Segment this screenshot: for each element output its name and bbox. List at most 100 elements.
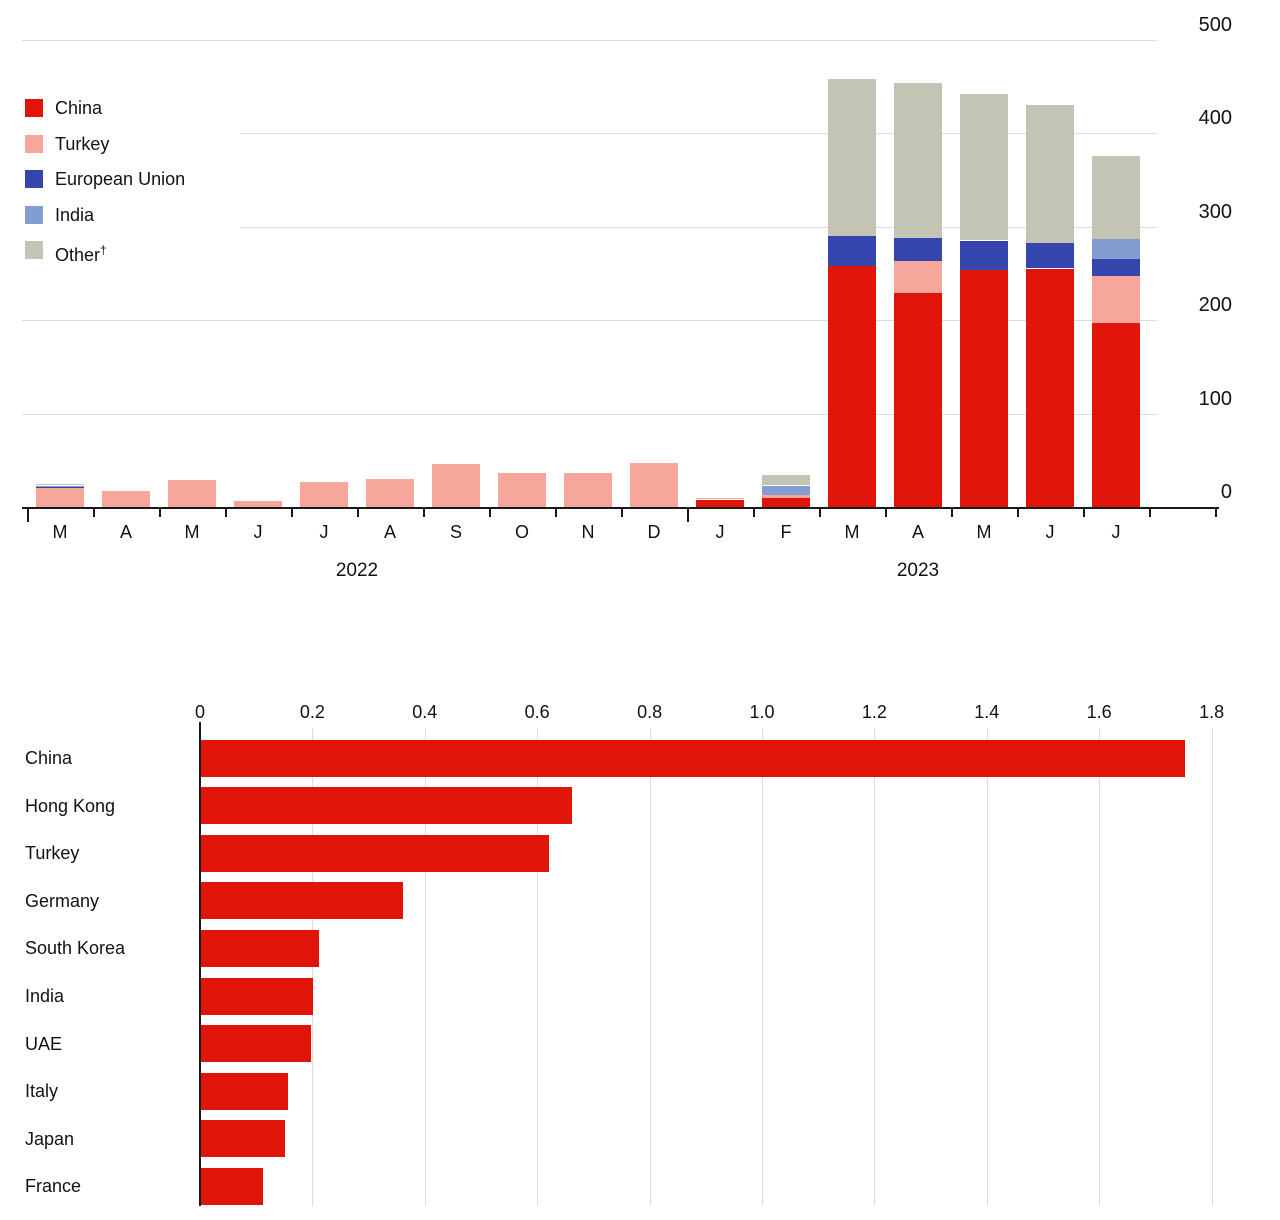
bar-11-other [762, 475, 810, 486]
x-axis-tick-7 [489, 509, 491, 517]
y-axis-label-100: 100 [1198, 387, 1232, 410]
bar-11-india [762, 485, 810, 495]
x-tick-label-1.0: 1.0 [749, 702, 775, 722]
bar-10-turkey [696, 497, 744, 500]
month-label-11: F [780, 522, 792, 542]
category-label-china: China [25, 748, 73, 768]
month-label-0: M [52, 522, 68, 542]
x-axis-tick-5 [357, 509, 359, 517]
x-axis-tick-0 [27, 509, 29, 522]
bar-13-other [894, 82, 942, 238]
bar-2-turkey [168, 479, 216, 507]
x-axis-tick-3 [225, 509, 227, 517]
x-axis-tick-4 [291, 509, 293, 517]
y-axis-label-300: 300 [1198, 200, 1232, 223]
x-tick-label-0.6: 0.6 [524, 702, 550, 722]
total-bar-uae [201, 1025, 311, 1063]
bar-16-india [1092, 238, 1140, 260]
month-label-2: M [184, 522, 200, 542]
bar-16-turkey [1092, 276, 1140, 323]
dagger-footnote-marker: † [100, 243, 107, 257]
gridline-400 [22, 133, 1157, 134]
india-swatch-icon [25, 205, 43, 224]
month-label-10: J [715, 522, 725, 542]
category-label-italy: Italy [25, 1081, 59, 1102]
month-label-4: J [319, 522, 329, 542]
gridline-1.6 [1099, 728, 1101, 1206]
month-label-14: M [976, 522, 992, 542]
x-axis-tick-17 [1149, 509, 1151, 517]
category-label-france: France [25, 1176, 82, 1197]
x-axis-tick-6 [423, 509, 425, 517]
gridline-0.2 [312, 728, 314, 1206]
y-axis-label-0: 0 [1220, 481, 1232, 503]
total-bar-south-korea [201, 929, 319, 967]
bar-7-turkey [498, 473, 546, 507]
legend-label-india: India [55, 204, 95, 225]
x-axis-tick-11 [753, 509, 755, 517]
bar-10-china [696, 499, 744, 507]
gridline-100 [22, 413, 1157, 415]
bar-12-china [828, 265, 876, 507]
bar-13-european-union [894, 237, 942, 262]
month-label-16: J [1111, 522, 1121, 542]
x-axis-line [22, 507, 1219, 509]
gridline-0.6 [537, 728, 539, 1206]
y-axis-label-200: 200 [1198, 294, 1232, 316]
legend-item-european-union: European Union [25, 169, 235, 189]
month-label-7: O [514, 522, 529, 542]
total-bar-germany [201, 882, 404, 920]
legend-label-european-union: European Union [55, 169, 186, 189]
month-label-1: A [119, 522, 132, 542]
category-label-turkey: Turkey [25, 843, 80, 864]
european-union-swatch-icon [25, 170, 43, 188]
x-tick-label-1.4: 1.4 [974, 702, 1000, 722]
bar-5-turkey [366, 478, 414, 507]
year-label-2022: 2022 [335, 560, 379, 581]
bar-6-turkey [432, 464, 480, 507]
turkey-swatch-icon [25, 134, 43, 153]
x-tick-label-1.2: 1.2 [861, 702, 887, 722]
x-axis-tick-18 [1215, 509, 1217, 517]
bar-0-european-union [36, 487, 84, 489]
x-axis-tick-1 [93, 509, 95, 517]
x-axis-tick-10 [687, 509, 689, 522]
x-tick-label-0.2: 0.2 [299, 702, 325, 722]
month-label-5: A [383, 522, 396, 542]
bar-16-china [1092, 322, 1140, 507]
gridline-0.8 [649, 728, 651, 1206]
category-label-uae: UAE [25, 1033, 63, 1054]
x-axis-tick-9 [621, 509, 623, 517]
monthly-stacked-chart-panel: 0 100 200 300 400 500 M A M J J A S O N D J F M A M J J 2022 202… [0, 0, 1280, 600]
x-tick-label-0.4: 0.4 [412, 702, 438, 722]
monthly-plot-area: 0 100 200 300 400 500 M A M J J A S O N D J F M A M J J 2022 202… [0, 0, 1280, 600]
legend-item-turkey: Turkey [25, 134, 235, 154]
gridline-0.4 [424, 728, 426, 1206]
legend-item-china: China [25, 98, 235, 118]
gridline-200 [22, 320, 1157, 321]
bar-9-turkey [630, 463, 678, 507]
x-axis-tick-13 [885, 509, 887, 517]
total-bar-italy [201, 1072, 289, 1110]
x-axis-tick-16 [1083, 509, 1085, 517]
total-bar-china [201, 739, 1185, 777]
bar-16-other [1092, 156, 1140, 239]
month-label-13: A [911, 522, 924, 542]
total-plot-area: 0 0.2 0.4 0.6 0.8 1.0 1.2 1.4 1.6 1.8 China Hong Ko… [0, 600, 1280, 1220]
bar-1-turkey [102, 491, 150, 507]
legend-label-other: Other† [55, 243, 107, 265]
bar-3-turkey [234, 500, 282, 507]
category-label-germany: Germany [25, 890, 100, 911]
month-label-12: M [844, 522, 860, 542]
zero-axis-line [199, 722, 201, 1206]
total-bar-india [201, 977, 314, 1015]
bar-13-china [894, 292, 942, 507]
legend-label-china: China [55, 98, 103, 118]
month-label-8: N [581, 522, 595, 542]
total-bar-hong-kong [201, 787, 572, 825]
category-label-india: India [25, 986, 65, 1006]
gridline-300 [22, 226, 1157, 228]
x-axis-tick-14 [951, 509, 953, 517]
total-bar-japan [201, 1120, 286, 1158]
